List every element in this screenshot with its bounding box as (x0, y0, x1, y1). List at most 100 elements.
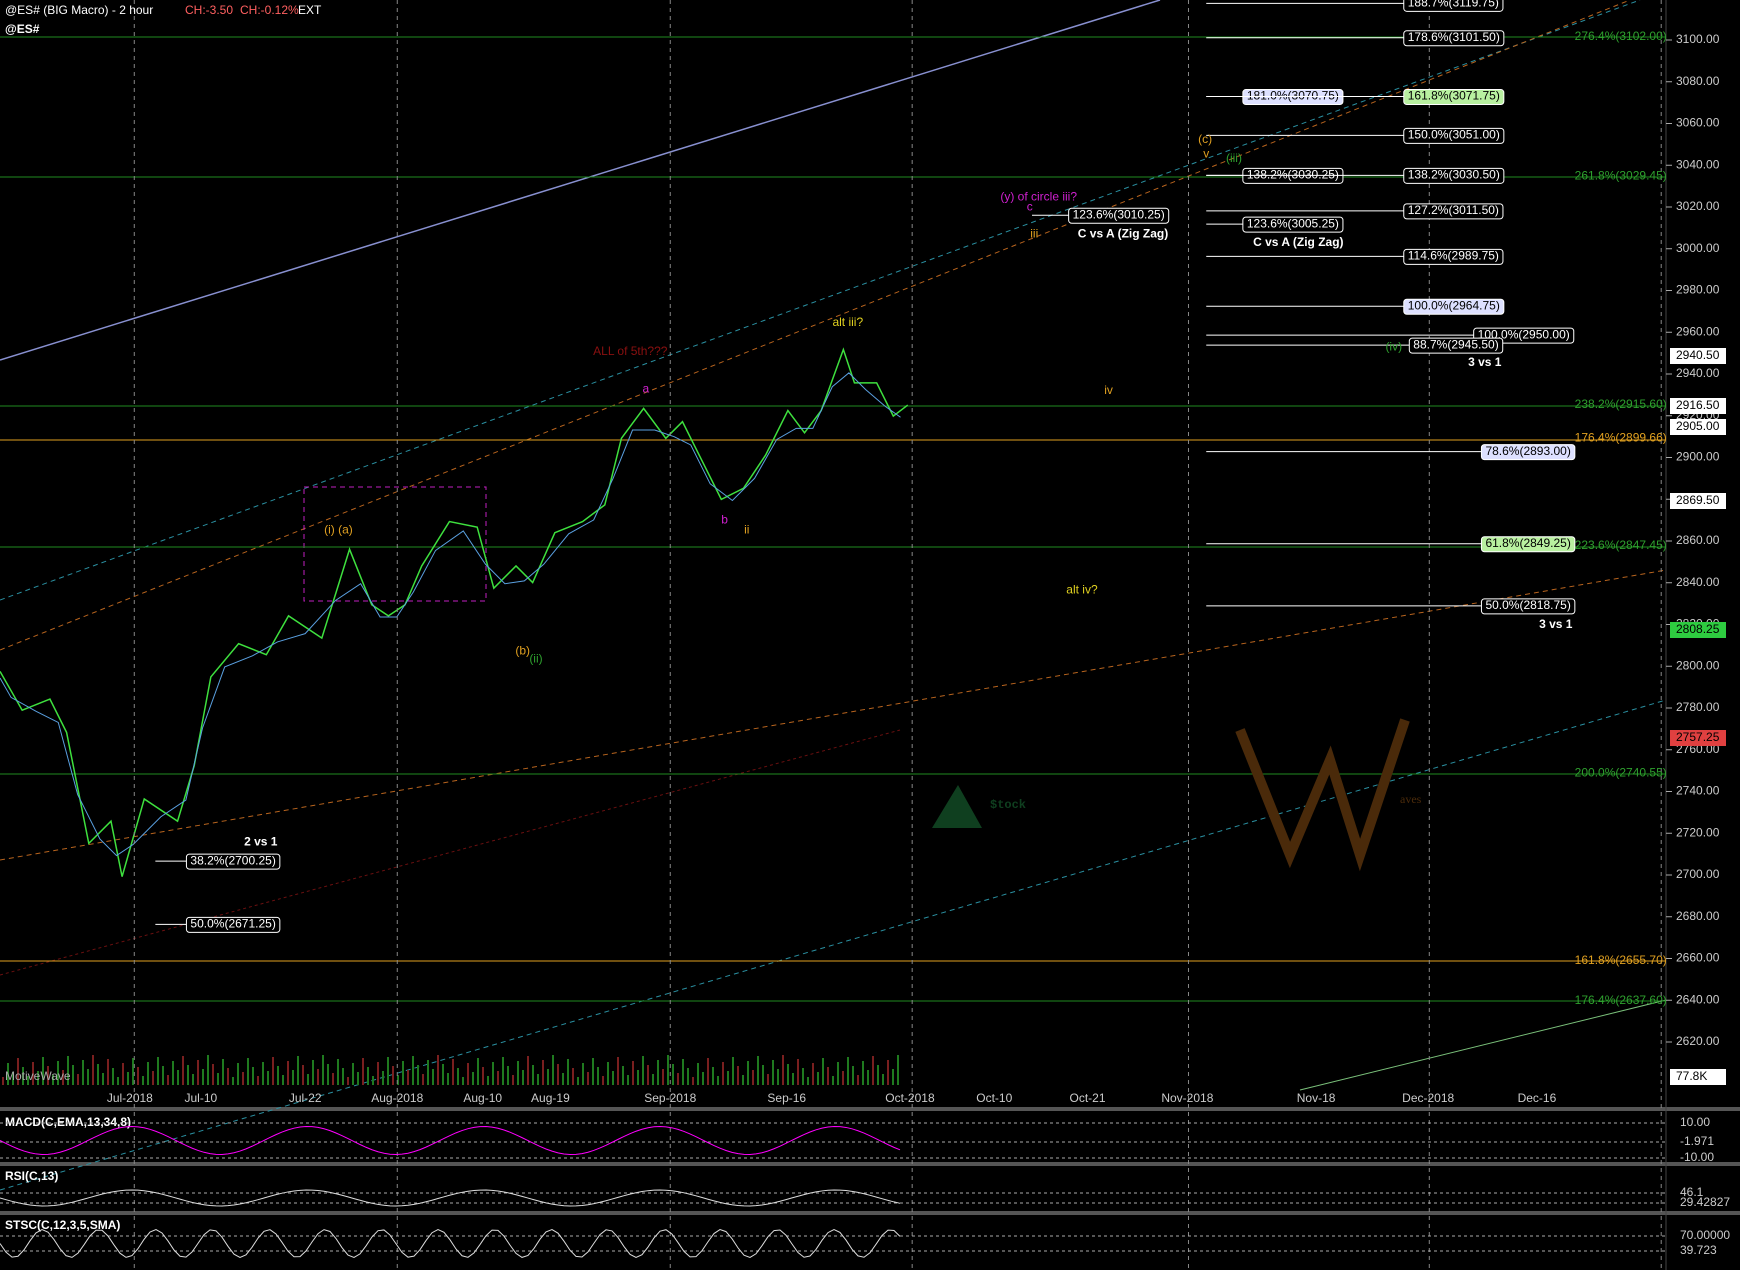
volume-bar (572, 1068, 574, 1085)
volume-bar (487, 1076, 489, 1085)
fib-label-box (185, 916, 281, 933)
fib-label: 150.0%(3051.00) (1408, 128, 1500, 142)
volume-bar (742, 1075, 744, 1085)
channel-line (0, 0, 1631, 651)
volume-bar (552, 1055, 554, 1085)
volume-bar (637, 1070, 639, 1085)
volume-bar (482, 1067, 484, 1085)
logo-text: aves (1400, 792, 1422, 806)
volume-bar (812, 1063, 814, 1085)
volume-bar (827, 1067, 829, 1085)
volume-bar (672, 1064, 674, 1085)
date-label: Aug-2018 (371, 1091, 423, 1105)
fib-label-box (1068, 207, 1170, 224)
volume-bar (132, 1058, 134, 1085)
volume-bar (317, 1069, 319, 1085)
date-label: Nov-18 (1297, 1091, 1336, 1105)
volume-bar (507, 1066, 509, 1085)
volume-bar (282, 1075, 284, 1085)
fib-label: 181.0%(3070.75) (1247, 89, 1339, 103)
indicator-line (0, 1189, 901, 1207)
volume-bar (632, 1061, 634, 1085)
wave-label: 3 vs 1 (1468, 355, 1502, 369)
indicator-line (0, 1125, 901, 1156)
chart-title: @ES# (BIG Macro) - 2 hour (5, 3, 153, 17)
volume-bar (662, 1069, 664, 1085)
fib-label-box (1403, 203, 1504, 220)
volume-bar (322, 1055, 324, 1085)
volume-bar (702, 1072, 704, 1085)
indicator-tick: -10.00 (1680, 1150, 1714, 1164)
fib-label-box (1408, 337, 1504, 354)
date-label: Jul-10 (185, 1091, 218, 1105)
date-label: Aug-10 (463, 1091, 502, 1105)
volume-bar (142, 1076, 144, 1085)
fib-label-box (1403, 0, 1504, 12)
wave-label: a (642, 382, 649, 396)
volume-bar (402, 1061, 404, 1085)
price-marker-box (1670, 398, 1726, 414)
volume-bar (267, 1071, 269, 1085)
volume-bar (292, 1070, 294, 1085)
logo-triangle (932, 785, 982, 828)
volume-bar (112, 1068, 114, 1085)
indicator-tick: 39.723 (1680, 1243, 1717, 1257)
volume-bar (77, 1074, 79, 1085)
volume-bar (47, 1066, 49, 1085)
trend-line (0, 0, 1161, 361)
price-marker-box (1670, 1069, 1726, 1085)
fib-label-box (1242, 216, 1344, 233)
price-tick-label: 3080.00 (1676, 74, 1720, 88)
volume-bar (752, 1070, 754, 1085)
fib-label-box (1403, 167, 1505, 184)
volume-bar (7, 1063, 9, 1085)
volume-bar (567, 1059, 569, 1085)
volume-bar (367, 1067, 369, 1085)
volume-bar (707, 1058, 709, 1085)
indicator-tick: 10.00 (1680, 1115, 1710, 1129)
volume-bar (607, 1062, 609, 1085)
date-label: Nov-2018 (1161, 1091, 1213, 1105)
volume-bar (882, 1074, 884, 1085)
volume-bar (362, 1058, 364, 1085)
volume-bar (12, 1072, 14, 1085)
price-marker-box (1670, 493, 1726, 509)
volume-bar (242, 1072, 244, 1085)
volume-bar (597, 1067, 599, 1085)
wave-label: ii (744, 523, 749, 537)
volume-bar (677, 1073, 679, 1085)
fib-label: 50.0%(2818.75) (1485, 598, 1570, 612)
volume-bar (512, 1075, 514, 1085)
volume-bar (522, 1070, 524, 1085)
volume-bar (757, 1056, 759, 1085)
date-label: Jul-22 (289, 1091, 322, 1105)
wave-label: c (1027, 200, 1033, 214)
price-tick-label: 2940.00 (1676, 366, 1720, 380)
extension-label: 261.8%(3029.45) (1575, 169, 1667, 183)
volume-bar (887, 1060, 889, 1085)
volume-bar (257, 1076, 259, 1085)
volume-bar (157, 1057, 159, 1085)
volume-bar (622, 1066, 624, 1085)
extension-label: 276.4%(3102.00) (1575, 29, 1667, 43)
volume-bar (32, 1062, 34, 1085)
volume-bar (332, 1073, 334, 1085)
fib-label: 127.2%(3011.50) (1408, 203, 1499, 217)
extension-label: 223.6%(2847.45) (1575, 538, 1667, 552)
fib-label: 138.2%(3030.25) (1247, 168, 1339, 182)
volume-bar (807, 1077, 809, 1085)
volume-bar (207, 1055, 209, 1085)
wave-label: C vs A (Zig Zag) (1078, 226, 1168, 240)
extension-label: 176.4%(2899.66) (1575, 431, 1667, 445)
price-tick-label: 3020.00 (1676, 199, 1720, 213)
volume-bar (252, 1067, 254, 1085)
volume-bar (167, 1075, 169, 1085)
indicator-tick: 46.1 (1680, 1185, 1704, 1199)
volume-bar (787, 1064, 789, 1085)
volume-bar (327, 1064, 329, 1085)
moving-average (0, 372, 901, 857)
volume-bar (57, 1061, 59, 1085)
logo-w (1235, 718, 1410, 872)
volume-bar (27, 1076, 29, 1085)
